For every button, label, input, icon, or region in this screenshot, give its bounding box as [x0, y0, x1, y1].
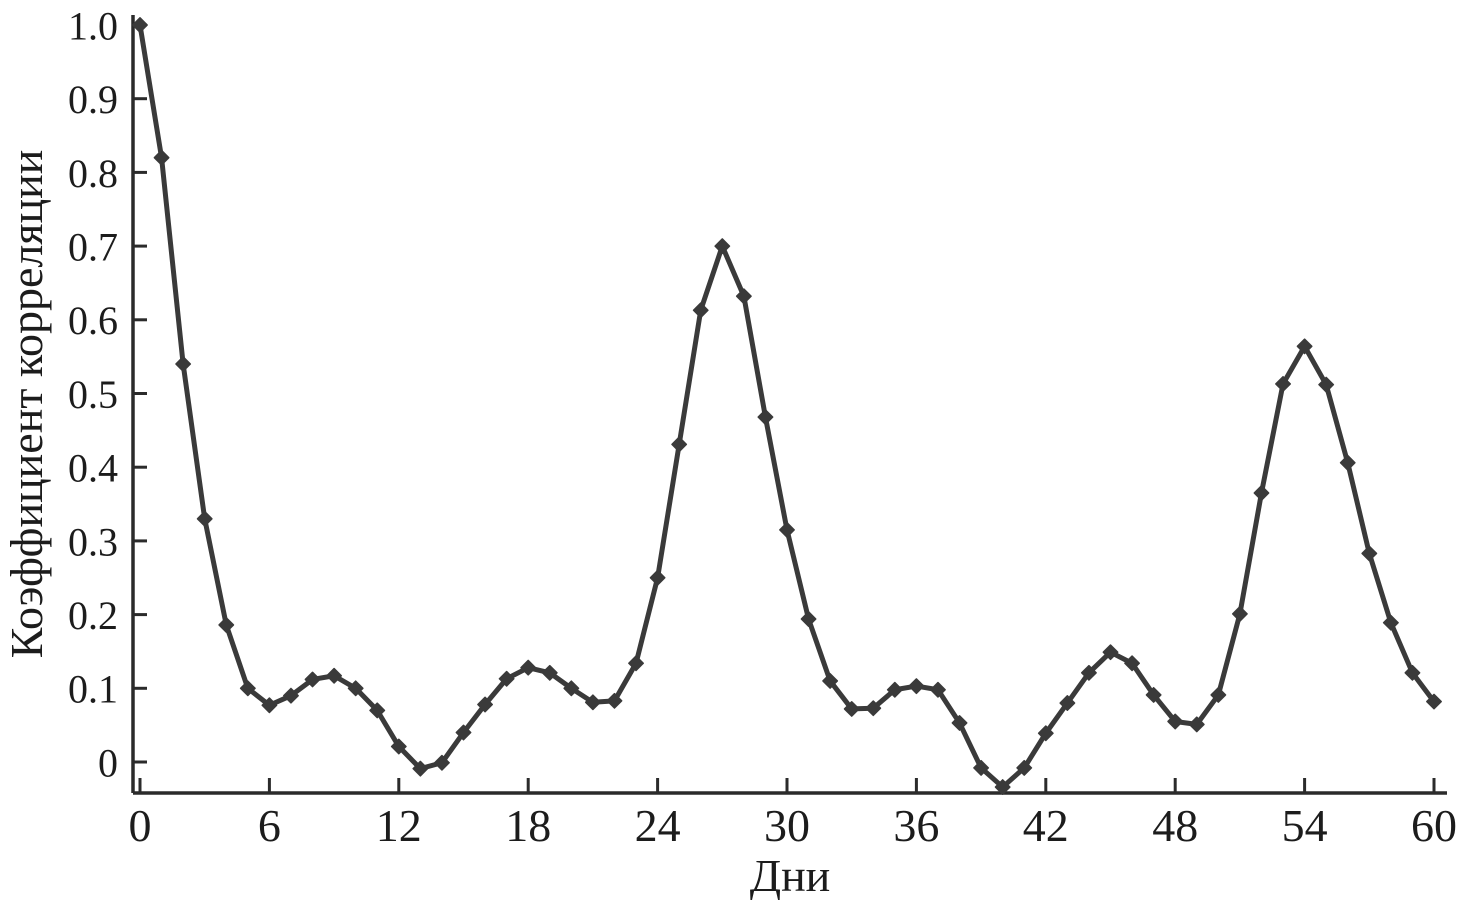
data-point-marker — [261, 697, 278, 714]
data-point-marker — [175, 356, 192, 372]
data-point-marker — [1124, 655, 1141, 672]
data-point-marker — [153, 149, 170, 166]
data-point-marker — [692, 302, 709, 319]
x-tick-label: 54 — [1282, 800, 1328, 851]
data-point-marker — [412, 760, 429, 777]
data-point-marker — [218, 616, 235, 633]
data-point-marker — [1275, 375, 1291, 392]
data-point-marker — [1253, 485, 1270, 501]
x-tick-label: 30 — [764, 800, 810, 851]
x-tick-label: 0 — [129, 800, 152, 851]
data-point-marker — [1296, 338, 1313, 355]
x-tick-label: 36 — [893, 800, 939, 851]
data-point-marker — [908, 678, 925, 695]
y-tick-label: 0.1 — [68, 667, 118, 712]
data-point-marker — [433, 754, 450, 771]
y-tick-label: 0.5 — [68, 372, 118, 417]
x-axis-ticks: 0 6 12 18 24 30 36 42 48 54 60 — [129, 778, 1457, 851]
data-point-marker — [671, 436, 688, 453]
data-point-marker — [1404, 664, 1421, 681]
data-point-marker — [477, 696, 494, 713]
y-axis-ticks: 1.0 0.9 0.8 0.7 0.6 0.5 0.4 0.3 0.2 0.1 0 — [68, 3, 147, 785]
data-point-marker — [1231, 605, 1248, 622]
data-point-marker — [239, 680, 256, 697]
data-point-marker — [1361, 545, 1378, 562]
data-point-marker — [1318, 376, 1335, 393]
data-point-marker — [455, 724, 472, 741]
x-tick-label: 48 — [1152, 800, 1198, 851]
data-point-marker — [1059, 695, 1076, 711]
data-point-marker — [541, 664, 558, 681]
data-point-marker — [800, 611, 817, 627]
data-point-marker — [649, 569, 666, 586]
data-point-marker — [1037, 725, 1054, 742]
x-tick-label: 42 — [1023, 800, 1069, 851]
data-point-marker — [1080, 664, 1097, 681]
data-point-marker — [930, 681, 946, 698]
y-axis-title: Коэффициент корреляции — [1, 150, 52, 659]
data-point-marker — [1016, 759, 1033, 776]
data-point-marker — [1210, 686, 1227, 703]
y-tick-label: 0.7 — [68, 225, 118, 270]
y-tick-label: 0 — [98, 740, 118, 785]
data-point-marker — [1426, 693, 1442, 710]
y-tick-label: 0.9 — [68, 77, 118, 122]
data-point-marker — [973, 759, 990, 776]
data-point-marker — [779, 521, 795, 538]
data-point-marker — [563, 680, 580, 697]
x-tick-label: 24 — [635, 800, 681, 851]
data-point-marker — [886, 681, 903, 698]
data-point-marker — [1145, 686, 1162, 703]
y-tick-label: 0.4 — [68, 446, 118, 491]
data-point-marker — [584, 694, 601, 711]
data-point-marker — [865, 700, 882, 717]
data-point-marker — [1382, 614, 1399, 631]
y-tick-label: 1.0 — [68, 3, 118, 48]
data-point-marker — [498, 670, 515, 687]
x-tick-label: 18 — [505, 800, 551, 851]
data-point-marker — [1188, 716, 1205, 733]
data-point-marker — [628, 655, 644, 672]
data-point-marker — [1102, 644, 1119, 661]
y-tick-label: 0.6 — [68, 298, 118, 343]
data-point-marker — [304, 671, 321, 688]
x-tick-label: 12 — [376, 800, 422, 851]
data-point-marker — [196, 510, 213, 527]
x-tick-label: 6 — [258, 800, 281, 851]
data-point-marker — [1167, 713, 1184, 730]
data-point-marker — [735, 288, 752, 305]
data-point-marker — [843, 700, 860, 717]
data-point-marker — [369, 702, 386, 719]
data-point-marker — [606, 692, 623, 709]
data-point-marker — [1339, 454, 1356, 471]
y-tick-label: 0.8 — [68, 151, 118, 196]
data-point-marker — [757, 409, 774, 426]
data-point-marker — [132, 17, 148, 33]
x-axis-title: Дни — [750, 850, 831, 900]
data-point-marker — [347, 680, 364, 697]
data-point-marker — [822, 672, 839, 689]
data-point-marker — [994, 779, 1011, 796]
data-point-marker — [390, 738, 407, 755]
x-tick-label: 60 — [1411, 800, 1457, 851]
data-series — [132, 17, 1442, 796]
data-point-marker — [951, 714, 968, 731]
y-tick-label: 0.2 — [68, 593, 118, 638]
y-tick-label: 0.3 — [68, 519, 118, 564]
data-point-marker — [283, 687, 299, 704]
data-point-marker — [326, 667, 343, 684]
data-point-marker — [520, 659, 537, 676]
data-point-marker — [714, 238, 731, 255]
